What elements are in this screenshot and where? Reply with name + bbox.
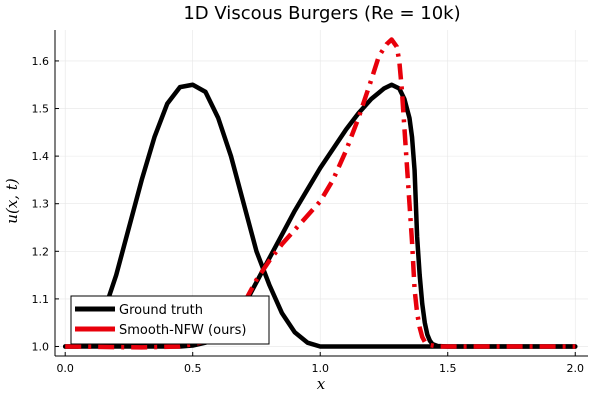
y-tick-label: 1.1 — [32, 293, 50, 306]
legend-label-smooth-nfw: Smooth-NFW (ours) — [119, 323, 247, 338]
y-tick-label: 1.4 — [32, 150, 50, 163]
legend-label-ground-truth: Ground truth — [119, 303, 203, 318]
x-tick-label: 2.0 — [566, 362, 584, 375]
legend-box — [70, 295, 270, 345]
x-tick-label: 1.5 — [439, 362, 457, 375]
x-tick-label: 0.0 — [56, 362, 74, 375]
y-tick-label: 1.2 — [32, 245, 50, 258]
grid-lines — [55, 30, 588, 356]
y-axis-label: u(x, t) — [3, 178, 21, 224]
x-axis-label: x — [317, 375, 326, 393]
y-tick-label: 1.5 — [32, 103, 50, 116]
axes — [54, 30, 588, 357]
tick-labels: 0.0 0.5 1.0 1.5 2.0 1.0 1.1 1.2 1.3 1.4 1.5 1.6 — [32, 55, 584, 375]
y-tick-label: 1.3 — [32, 198, 50, 211]
y-tick-label: 1.0 — [32, 340, 50, 353]
smooth-nfw-line — [65, 37, 576, 350]
x-tick-label: 0.5 — [184, 362, 202, 375]
ground-truth-line — [62, 82, 578, 349]
x-tick-label: 1.0 — [311, 362, 329, 375]
legend: Ground truth Smooth-NFW (ours) — [70, 295, 270, 345]
y-tick-label: 1.6 — [32, 55, 50, 68]
chart-title: 1D Viscous Burgers (Re = 10k) — [183, 3, 460, 24]
